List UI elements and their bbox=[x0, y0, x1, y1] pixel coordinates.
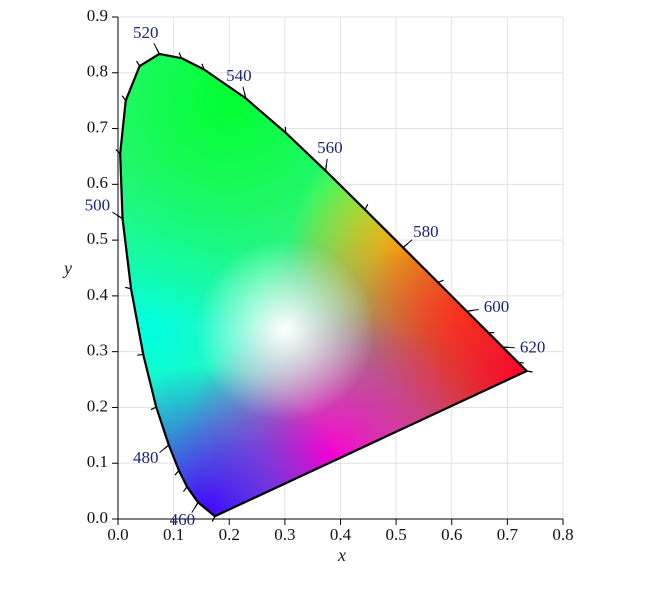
x-tick-label: 0.3 bbox=[274, 525, 295, 544]
x-axis-label: x bbox=[337, 545, 346, 565]
wavelength-label: 480 bbox=[133, 448, 159, 467]
locus-tick bbox=[178, 52, 183, 59]
locus-tick bbox=[136, 60, 141, 67]
locus-tick bbox=[211, 515, 216, 522]
locus-tick bbox=[437, 279, 444, 283]
x-tick-label: 0.8 bbox=[552, 525, 573, 544]
locus-tick bbox=[125, 286, 132, 290]
wavelength-leader bbox=[112, 211, 123, 220]
locus-tick bbox=[517, 361, 524, 364]
wavelength-label: 600 bbox=[484, 297, 510, 316]
y-tick-label: 0.4 bbox=[87, 285, 109, 304]
wavelength-label: 500 bbox=[85, 196, 111, 215]
x-tick-label: 0.7 bbox=[497, 525, 519, 544]
y-tick-label: 0.5 bbox=[87, 229, 108, 248]
y-tick-label: 0.6 bbox=[87, 173, 108, 192]
wavelength-label: 620 bbox=[520, 337, 546, 356]
locus-tick bbox=[364, 203, 369, 210]
y-axis-label: y bbox=[62, 258, 72, 278]
x-tick-label: 0.2 bbox=[219, 525, 240, 544]
y-tick-label: 0.0 bbox=[87, 508, 108, 527]
locus-tick bbox=[182, 486, 188, 492]
wavelength-leader bbox=[466, 309, 479, 312]
wavelength-leader bbox=[159, 444, 170, 454]
locus-tick bbox=[137, 353, 144, 356]
x-tick-label: 0.5 bbox=[386, 525, 407, 544]
y-tick-label: 0.9 bbox=[87, 6, 108, 25]
y-tick-label: 0.7 bbox=[87, 117, 109, 136]
locus-tick bbox=[526, 370, 533, 373]
wavelength-label: 520 bbox=[133, 23, 159, 42]
wavelength-leader bbox=[153, 42, 160, 55]
wavelength-label: 540 bbox=[226, 66, 252, 85]
wavelength-leader bbox=[502, 346, 515, 349]
y-tick-label: 0.1 bbox=[87, 452, 108, 471]
wavelength-label: 580 bbox=[413, 222, 439, 241]
y-tick-label: 0.8 bbox=[87, 62, 108, 81]
y-tick-label: 0.3 bbox=[87, 341, 108, 360]
wavelength-leader bbox=[242, 86, 247, 99]
x-tick-label: 0.1 bbox=[163, 525, 184, 544]
wavelength-label: 560 bbox=[317, 138, 343, 157]
locus-tick bbox=[121, 95, 127, 101]
wavelength-leader bbox=[325, 158, 328, 171]
locus-tick bbox=[201, 63, 205, 70]
y-tick-label: 0.2 bbox=[87, 396, 108, 415]
x-tick-label: 0.6 bbox=[441, 525, 462, 544]
x-tick-label: 0.0 bbox=[107, 525, 128, 544]
locus-tick bbox=[174, 470, 180, 476]
wavelength-leader bbox=[191, 502, 199, 513]
locus-tick bbox=[150, 406, 157, 411]
x-tick-label: 0.4 bbox=[330, 525, 352, 544]
wavelength-label: 460 bbox=[170, 510, 196, 529]
wavelength-leader bbox=[402, 239, 413, 248]
locus-tick bbox=[115, 149, 121, 155]
